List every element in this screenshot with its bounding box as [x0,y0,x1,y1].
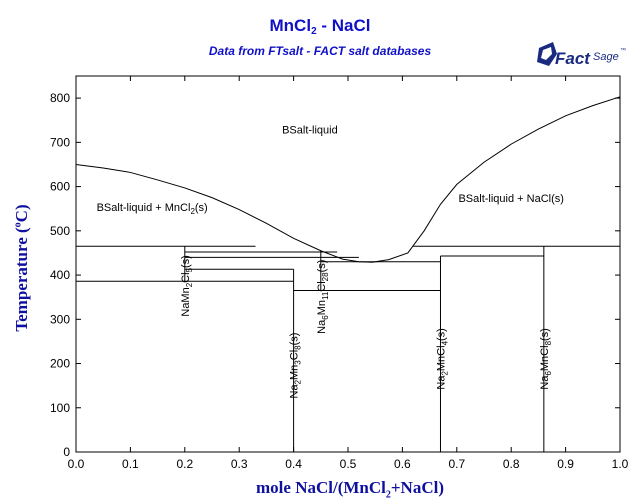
region-label: BSalt-liquid [282,125,338,137]
x-tick-label: 0.9 [557,457,574,471]
x-tick-label: 0.1 [122,457,139,471]
y-tick-label: 0 [63,445,70,459]
logo-text-sage: Sage [593,51,619,63]
y-tick-label: 600 [50,180,70,194]
y-tick-label: 700 [50,135,70,149]
region-label: BSalt-liquid + NaCl(s) [458,193,563,205]
factsage-logo: Fact Sage ™ [537,42,626,68]
logo-trademark: ™ [620,47,626,54]
x-tick-label: 0.6 [394,457,411,471]
compound-label: Na6MnCl8(s) [539,328,553,389]
y-tick-label: 500 [50,224,70,238]
logo-mark-icon [537,42,557,66]
x-axis-label: mole NaCl/(MnCl2+NaCl) [256,478,444,501]
x-tick-label: 1.0 [612,457,629,471]
y-tick-label: 200 [50,357,70,371]
chart-title: MnCl2 - NaCl [269,16,371,37]
x-tick-label: 0.5 [340,457,357,471]
axis-ticks: 0.0 0.1 0.2 0.3 0.4 0.5 0.6 0.7 0.8 0.9 1.0 0 100 200… [50,76,629,471]
phase-labels: BSalt-liquid BSalt-liquid + MnCl2(s) BSalt… [97,125,564,399]
y-tick-label: 800 [50,91,70,105]
region-label: BSalt-liquid + MnCl2(s) [97,202,208,216]
compound-label: NaMn2Cl5(s) [180,255,194,316]
y-tick-label: 100 [50,401,70,415]
y-tick-label: 400 [50,268,70,282]
chart-subtitle: Data from FTsalt - FACT salt databases [208,44,432,58]
compound-label: Na2Mn3Cl8(s) [289,333,303,399]
liquidus-left-line [75,163,373,263]
liquidus-right-line [372,96,621,263]
logo-text-fact: Fact [555,49,591,68]
x-tick-label: 0.0 [68,457,85,471]
compound-label: Na6Mn11Cl28(s) [316,260,330,334]
compound-label: Na2MnCl4(s) [435,328,449,389]
x-tick-label: 0.8 [503,457,520,471]
x-tick-label: 0.4 [285,457,302,471]
x-tick-label: 0.7 [448,457,465,471]
y-tick-label: 300 [50,312,70,326]
x-tick-label: 0.3 [231,457,248,471]
x-tick-label: 0.2 [176,457,193,471]
phase-boundaries [75,96,621,452]
plot-frame [75,75,621,453]
